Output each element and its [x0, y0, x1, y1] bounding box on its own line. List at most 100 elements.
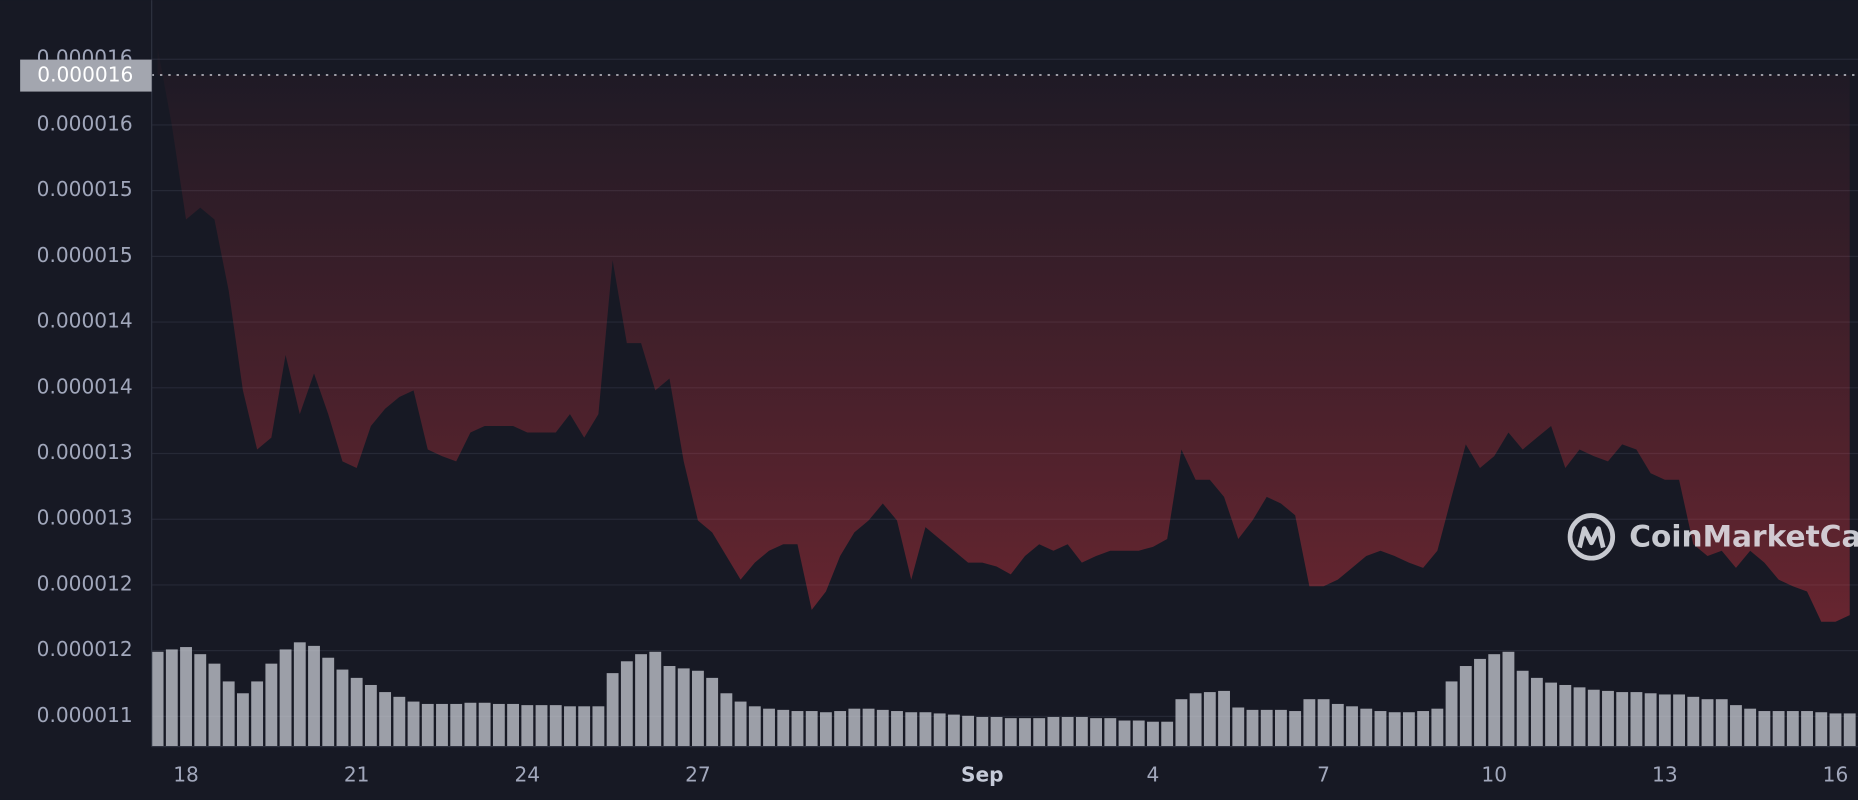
volume-bar	[876, 709, 889, 747]
volume-bar	[393, 696, 406, 747]
volume-bar	[1189, 693, 1202, 747]
volume-bar	[891, 711, 903, 747]
volume-bar	[848, 708, 861, 747]
volume-bar	[1331, 703, 1344, 747]
y-tick-label: 0.000013	[37, 506, 133, 530]
volume-bar	[748, 706, 761, 747]
volume-bar	[862, 708, 875, 747]
price-tag-label: 0.000016	[37, 63, 133, 87]
volume-bar	[1630, 692, 1643, 747]
volume-bar	[1232, 707, 1245, 747]
volume-bar	[1559, 684, 1572, 747]
volume-bar	[1730, 705, 1742, 747]
volume-bar	[1147, 721, 1159, 747]
x-tick-label: 24	[514, 763, 540, 787]
volume-bar	[1673, 694, 1685, 747]
volume-bar	[734, 701, 747, 747]
volume-bar	[1829, 713, 1842, 747]
y-tick-label: 0.000014	[37, 309, 133, 333]
volume-bar	[819, 712, 832, 747]
volume-bar	[350, 677, 363, 747]
volume-bar	[805, 711, 818, 747]
volume-bar	[1587, 689, 1600, 747]
volume-bar	[1658, 694, 1671, 747]
volume-bar	[194, 654, 207, 747]
volume-bar	[293, 642, 306, 747]
volume-bar	[1715, 699, 1728, 747]
volume-bar	[1104, 718, 1117, 747]
volume-bar	[1744, 708, 1757, 747]
volume-bar	[620, 661, 633, 747]
volume-bar	[1474, 658, 1486, 747]
volume-bar	[564, 706, 576, 747]
volume-bar	[1417, 711, 1430, 747]
y-tick-label: 0.000016	[37, 111, 133, 135]
volume-bar	[1203, 692, 1216, 747]
volume-bar	[1090, 718, 1103, 747]
volume-bar	[436, 703, 448, 747]
volume-bar	[251, 681, 264, 747]
volume-bar	[1374, 711, 1387, 747]
volume-bar	[578, 706, 591, 747]
volume-bar	[236, 693, 249, 747]
volume-bar	[1175, 699, 1188, 747]
y-tick-label: 0.000011	[37, 703, 133, 727]
volume-bar	[1801, 711, 1813, 747]
x-tick-label: 7	[1317, 763, 1330, 787]
volume-bar	[1502, 651, 1515, 747]
volume-bar	[663, 666, 676, 747]
volume-bar	[379, 692, 392, 747]
volume-bar	[1431, 708, 1444, 747]
volume-bar	[606, 673, 619, 747]
volume-bar	[322, 657, 335, 747]
x-tick-label: 10	[1481, 763, 1507, 787]
volume-bar	[1701, 699, 1714, 747]
volume-bar	[1033, 718, 1046, 747]
volume-bar	[1616, 692, 1629, 747]
volume-bar	[364, 684, 377, 747]
volume-bar	[165, 649, 178, 747]
x-tick-label: 4	[1147, 763, 1160, 787]
volume-bar	[151, 651, 164, 747]
y-tick-label: 0.000015	[37, 243, 133, 267]
volume-bar	[1459, 666, 1472, 747]
volume-bar	[308, 645, 320, 747]
volume-bar	[1758, 711, 1771, 747]
volume-bar	[1445, 681, 1458, 747]
volume-bar	[791, 711, 804, 747]
volume-bar	[1303, 699, 1316, 747]
volume-bar	[1260, 709, 1273, 747]
volume-bar	[649, 651, 662, 747]
volume-bar	[1772, 711, 1785, 747]
volume-bar	[1275, 709, 1287, 747]
volume-bar	[265, 663, 278, 747]
volume-bar	[1132, 720, 1145, 747]
x-tick-label: 18	[173, 763, 199, 787]
price-tag-box	[20, 59, 152, 92]
y-tick-label: 0.000014	[37, 374, 133, 398]
logo-mark	[1577, 526, 1606, 549]
volume-bar	[1402, 712, 1415, 747]
volume-bar	[1004, 718, 1017, 747]
volume-bar	[692, 670, 704, 747]
volume-bar	[1246, 709, 1259, 747]
volume-bar	[1289, 711, 1302, 747]
volume-bar	[336, 669, 349, 747]
volume-bar	[222, 681, 235, 747]
volume-bar	[1346, 706, 1358, 747]
volume-bar	[933, 713, 946, 747]
volume-bar	[1317, 699, 1330, 747]
y-tick-label: 0.000015	[37, 177, 133, 201]
volume-bar	[1644, 693, 1657, 747]
volume-bar	[763, 708, 775, 747]
volume-bar	[208, 663, 221, 747]
volume-bar	[919, 712, 932, 747]
volume-bar	[990, 716, 1003, 747]
volume-bar	[535, 705, 548, 747]
volume-bar	[1019, 718, 1031, 747]
volume-bar	[1118, 720, 1131, 747]
volume-bar	[1602, 690, 1614, 747]
volume-bar	[1516, 670, 1529, 747]
